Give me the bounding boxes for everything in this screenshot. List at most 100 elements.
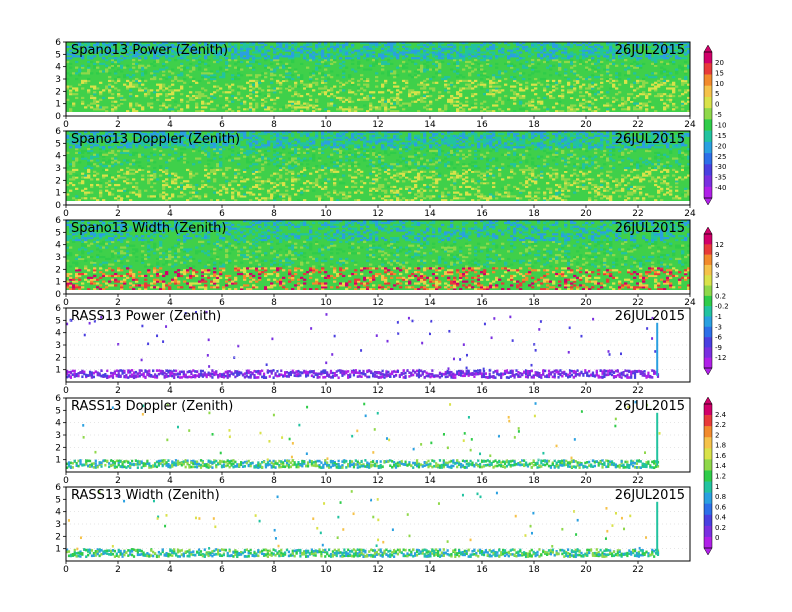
heatmap-cell — [375, 85, 379, 88]
heatmap-cell — [585, 66, 589, 69]
heatmap-cell — [306, 149, 310, 153]
heatmap-cell — [285, 140, 289, 143]
heatmap-cell — [285, 53, 289, 56]
heatmap-cell — [462, 55, 466, 58]
heatmap-cell — [309, 79, 313, 83]
heatmap-cell — [81, 138, 85, 141]
heatmap-cell — [648, 53, 652, 56]
heatmap-cell — [531, 53, 535, 56]
heatmap-cell — [312, 89, 316, 92]
heatmap-cell — [342, 182, 346, 185]
heatmap-cell — [462, 197, 466, 200]
heatmap-cell — [165, 57, 169, 60]
heatmap-cell — [252, 98, 256, 101]
heatmap-cell — [264, 64, 268, 67]
heatmap-cell — [240, 42, 244, 45]
heatmap-cell — [78, 83, 82, 86]
heatmap-cell — [279, 60, 283, 64]
heatmap-cell — [639, 64, 643, 67]
heatmap-cell — [165, 142, 169, 145]
heatmap-cell — [456, 96, 460, 100]
heatmap-cell — [372, 149, 376, 153]
heatmap-cell — [459, 42, 463, 45]
heatmap-cell — [438, 66, 442, 69]
heatmap-cell — [369, 140, 373, 143]
heatmap-cell — [204, 77, 208, 81]
heatmap-cell — [93, 132, 97, 136]
heatmap-cell — [417, 51, 421, 54]
heatmap-cell — [489, 197, 493, 200]
heatmap-cell — [318, 151, 322, 154]
heatmap-cell — [72, 142, 76, 145]
heatmap-cell — [555, 83, 559, 86]
heatmap-cell — [201, 110, 205, 113]
heatmap-cell — [507, 60, 511, 64]
heatmap-cell — [162, 47, 166, 50]
heatmap-cell — [507, 55, 511, 58]
heatmap-cell — [369, 47, 373, 50]
heatmap-cell — [390, 151, 394, 154]
heatmap-cell — [180, 68, 184, 71]
heatmap-cell — [471, 170, 475, 173]
heatmap-cell — [327, 57, 331, 60]
heatmap-cell — [222, 55, 226, 58]
heatmap-cell — [207, 138, 211, 141]
heatmap-cell — [327, 131, 331, 134]
heatmap-cell — [390, 57, 394, 60]
heatmap-cell — [366, 151, 370, 154]
heatmap-cell — [225, 187, 229, 190]
heatmap-cell — [651, 62, 655, 65]
heatmap-cell — [684, 81, 688, 84]
heatmap-cell — [282, 153, 286, 156]
heatmap-cell — [384, 108, 388, 111]
heatmap-cell — [408, 47, 412, 50]
heatmap-cell — [561, 57, 565, 60]
heatmap-cell — [459, 104, 463, 107]
heatmap-cell — [111, 165, 115, 168]
heatmap-cell — [231, 140, 235, 143]
heatmap-cell — [477, 146, 481, 149]
heatmap-cell — [336, 108, 340, 111]
heatmap-cell — [459, 149, 463, 153]
heatmap-cell — [312, 53, 316, 56]
heatmap-cell — [84, 134, 88, 137]
heatmap-cell — [198, 132, 202, 136]
heatmap-cell — [72, 47, 76, 50]
heatmap-cell — [369, 64, 373, 67]
heatmap-cell — [201, 72, 205, 75]
heatmap-cell — [276, 87, 280, 90]
heatmap-cell — [171, 148, 175, 151]
heatmap-cell — [192, 94, 196, 98]
heatmap-cell — [528, 166, 532, 170]
heatmap-cell — [342, 51, 346, 54]
heatmap-cell — [453, 172, 457, 175]
heatmap-cell — [252, 193, 256, 196]
heatmap-cell — [105, 149, 109, 153]
heatmap-cell — [66, 151, 70, 154]
heatmap-cell — [546, 53, 550, 56]
heatmap-cell — [447, 161, 451, 164]
heatmap-cell — [414, 53, 418, 56]
heatmap-cell — [417, 163, 421, 166]
heatmap-cell — [249, 83, 253, 86]
heatmap-cell — [399, 64, 403, 67]
heatmap-cell — [621, 96, 625, 100]
heatmap-cell — [357, 189, 361, 192]
heatmap-cell — [330, 62, 334, 65]
heatmap-cell — [183, 148, 187, 151]
heatmap-cell — [441, 42, 445, 45]
heatmap-cell — [453, 166, 457, 170]
heatmap-cell — [684, 72, 688, 75]
heatmap-cell — [213, 74, 217, 77]
heatmap-cell — [450, 51, 454, 54]
heatmap-cell — [606, 72, 610, 75]
heatmap-cell — [219, 183, 223, 187]
heatmap-cell — [453, 96, 457, 100]
heatmap-cell — [480, 110, 484, 113]
heatmap-cell — [417, 161, 421, 164]
heatmap-cell — [519, 153, 523, 156]
heatmap-cell — [396, 53, 400, 56]
heatmap-cell — [336, 42, 340, 45]
heatmap-cell — [177, 157, 181, 160]
heatmap-cell — [174, 178, 178, 181]
